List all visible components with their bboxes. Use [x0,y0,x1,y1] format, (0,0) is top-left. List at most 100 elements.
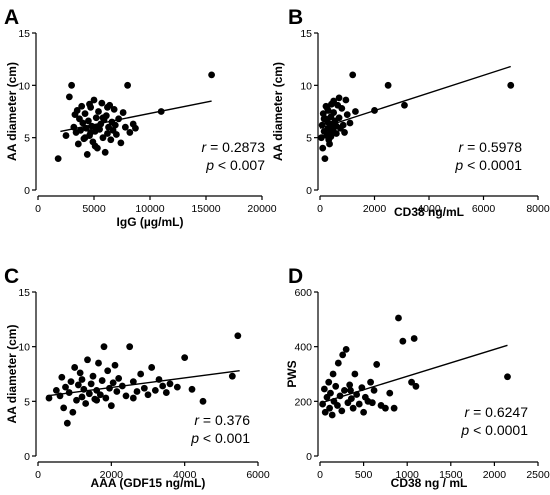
data-point [84,356,91,364]
data-point [339,121,347,129]
data-point [330,109,338,116]
data-point [117,139,125,147]
data-point [121,123,129,131]
data-point [102,394,110,402]
x-tick-label: 4000 [417,203,441,215]
data-point [111,121,119,129]
y-tick-label: 15 [18,28,30,40]
x-tick-label: 20000 [247,203,276,215]
data-point [122,392,130,400]
data-point [85,390,93,398]
data-point [92,114,100,122]
data-point [129,378,137,386]
data-point [77,126,84,134]
data-point [159,382,167,390]
data-point [332,382,340,390]
data-point [320,385,328,393]
x-axis-label: AAA (GDF15 ng/mL) [91,476,206,490]
chart-panel-b: B 0 5 10 15 0 2000 4000 6000 8000 CD38 ng/mL AA dia… [271,6,550,219]
data-point [335,94,343,102]
data-point [334,359,342,367]
data-point [93,123,101,131]
data-point [104,367,112,375]
data-point [386,389,394,397]
x-tick-label: 1000 [396,469,420,481]
data-point [228,372,236,380]
data-point [54,155,62,163]
data-point [349,71,357,79]
data-point [62,132,70,139]
data-point [151,387,159,394]
data-point [132,124,139,132]
data-point [355,400,363,408]
y-tick-label: 200 [294,396,312,408]
y-axis-label: AA diameter (cm) [5,62,19,161]
panel-letter: A [4,6,19,29]
data-point [339,351,347,359]
data-point [330,97,338,105]
data-point [390,404,398,412]
data-point [63,419,71,427]
data-point [113,388,121,395]
data-point [321,155,329,163]
data-point [181,354,189,361]
data-point [399,337,407,345]
data-point [65,93,73,101]
data-point [78,376,86,383]
x-tick-label: 2500 [526,469,550,481]
data-point [124,81,131,89]
data-point [144,391,152,399]
data-point [119,109,127,116]
data-point [343,111,351,119]
data-point [327,389,334,397]
y-tick-label: 400 [294,342,312,354]
data-point [320,115,328,123]
y-axis-label: AA diameter (cm) [5,325,19,424]
data-point [79,119,87,127]
data-point [410,335,418,342]
data-point [52,387,60,394]
data-point [91,142,99,150]
stat-r-value: r = 0.5978 [459,139,523,155]
data-point [81,110,89,117]
y-tick-label: 10 [18,342,30,354]
x-tick-label: 1500 [439,469,463,481]
data-point [338,104,346,112]
data-point [373,361,381,368]
y-tick-label: 10 [300,80,312,92]
data-point [188,385,196,393]
data-point [199,397,207,405]
regression-line [47,370,240,397]
x-tick-label: 2000 [100,469,124,481]
data-point [71,364,79,371]
data-point [332,122,340,130]
stat-p-value: p < 0.007 [205,157,265,173]
data-point [507,81,515,89]
x-tick-label: 0 [35,203,41,215]
y-tick-label: 5 [306,133,312,145]
data-point [58,373,66,381]
y-tick-label: 15 [18,287,30,299]
data-point [89,372,97,380]
data-point [368,399,376,407]
data-point [129,394,137,402]
data-point [86,100,93,108]
y-tick-label: 0 [24,451,30,463]
data-point [115,374,123,382]
data-point [83,151,91,158]
data-point [99,114,107,122]
data-point [342,346,350,353]
data-point [104,103,111,111]
x-tick-label: 0 [317,469,323,481]
data-point [401,101,408,109]
data-point [62,383,69,391]
chart-panel-a: A 0 5 10 15 0 5000 10000 15000 20000 IgG (µg/mL) AA… [4,6,277,229]
x-tick-label: 10000 [135,203,164,215]
data-point [107,136,115,144]
x-tick-label: 2000 [363,203,387,215]
panel-letter: C [4,265,19,288]
data-point [412,382,420,390]
data-point [101,148,109,156]
data-point [68,81,75,89]
